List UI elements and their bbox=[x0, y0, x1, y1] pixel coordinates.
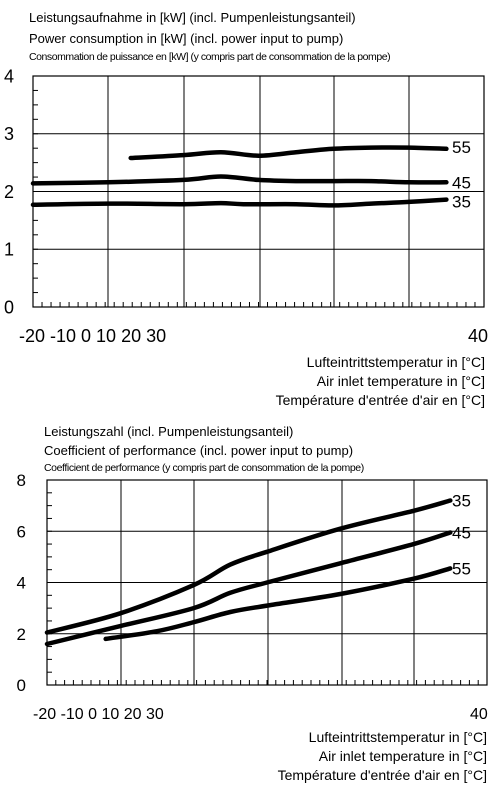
chart1-series-label-35: 35 bbox=[452, 193, 471, 212]
chart1-x-tick-end: 40 bbox=[468, 326, 489, 346]
chart2-series-label-45: 45 bbox=[452, 524, 471, 543]
chart2-series-label-35: 35 bbox=[452, 492, 471, 511]
chart1-y-tick-label: 1 bbox=[4, 240, 14, 260]
chart2-x-tick-labels: -20 -10 0 10 20 30 bbox=[33, 706, 164, 723]
chart2-series-line-55 bbox=[103, 566, 453, 642]
chart2-title-de: Leistungszahl (incl. Pumpenleistungsante… bbox=[44, 424, 294, 439]
chart1-series-line-45 bbox=[30, 174, 449, 186]
chart2-x-tick-end: 40 bbox=[470, 706, 488, 723]
chart2-y-tick-label: 4 bbox=[17, 574, 26, 593]
chart2-y-tick-label: 8 bbox=[17, 471, 26, 490]
chart2-y-tick-label: 0 bbox=[17, 676, 26, 695]
chart1-x-tick-labels: -20 -10 0 10 20 30 bbox=[19, 326, 167, 346]
chart2-series-line-35 bbox=[44, 498, 453, 635]
chart1-y-tick-label: 4 bbox=[4, 66, 14, 86]
chart1-title-de: Leistungsaufnahme in [kW] (incl. Pumpenl… bbox=[29, 10, 356, 25]
chart1-y-tick-label: 2 bbox=[4, 182, 14, 202]
chart1-y-tick-label: 3 bbox=[4, 124, 14, 144]
chart2-y-tick-label: 6 bbox=[17, 522, 26, 541]
chart1-title-en: Power consumption in [kW] (incl. power i… bbox=[29, 31, 344, 46]
chart2-xlabel-de: Lufteintrittstemperatur in [°C] bbox=[308, 729, 487, 745]
chart1-xlabel-fr: Température d'entrée d'air en [°C] bbox=[275, 392, 485, 408]
chart1-xlabel-de: Lufteintrittstemperatur in [°C] bbox=[306, 354, 485, 370]
chart1-series-line-35 bbox=[30, 197, 449, 208]
chart2-title-fr: Coefficient de performance (y compris pa… bbox=[44, 462, 364, 474]
chart1-series-label-55: 55 bbox=[452, 138, 471, 157]
chart2-y-tick-label: 2 bbox=[17, 625, 26, 644]
chart2-series-label-55: 55 bbox=[452, 560, 471, 579]
chart1-series-label-45: 45 bbox=[452, 173, 471, 192]
chart1-series-line-55 bbox=[128, 145, 449, 161]
chart2-series-line-45 bbox=[44, 530, 453, 647]
chart2-xlabel-fr: Température d'entrée d'air en [°C] bbox=[277, 767, 487, 783]
chart2-title-en: Coefficient of performance (incl. power … bbox=[44, 443, 354, 458]
chart1-y-tick-label: 0 bbox=[4, 297, 14, 317]
chart2-xlabel-en: Air inlet temperature in [°C] bbox=[318, 748, 487, 764]
chart1-title-fr: Consommation de puissance en [kW] (y com… bbox=[29, 51, 391, 63]
chart1-xlabel-en: Air inlet temperature in [°C] bbox=[316, 373, 485, 389]
